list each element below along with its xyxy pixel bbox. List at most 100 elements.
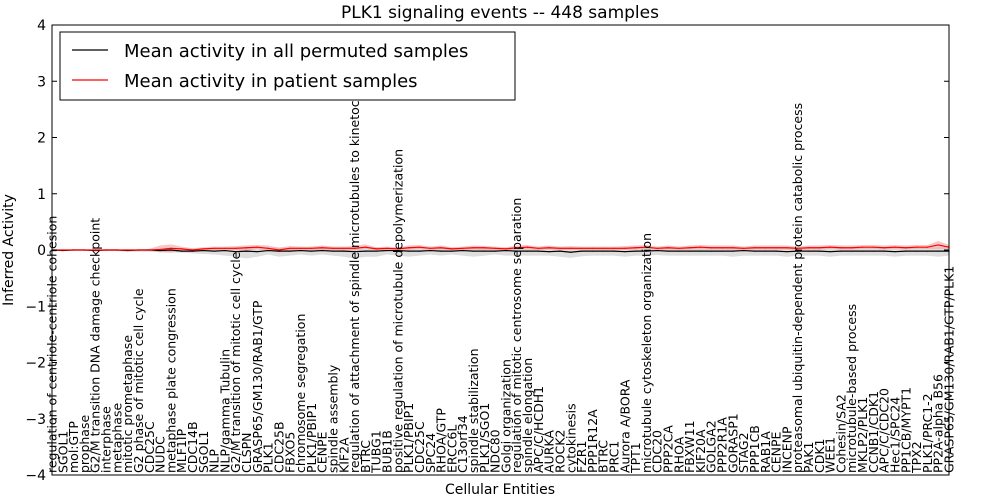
data-point-patient bbox=[310, 247, 312, 249]
data-point-patient bbox=[159, 248, 161, 251]
data-point-patient bbox=[699, 246, 702, 248]
data-point-patient bbox=[591, 247, 593, 249]
x-tick-label: RHOA bbox=[671, 436, 686, 473]
data-point-patient bbox=[440, 247, 442, 249]
data-point-patient bbox=[429, 247, 431, 249]
series-line-patient bbox=[52, 244, 950, 251]
data-point-patient bbox=[894, 246, 896, 248]
x-tick-label: positive regulation of microtubule depol… bbox=[390, 149, 405, 473]
x-tick-label: mitotic prometaphase bbox=[120, 335, 135, 473]
data-point-permuted bbox=[408, 250, 410, 252]
data-point-permuted bbox=[786, 251, 788, 253]
category-labels: regulation of centriole-centriole cohesi… bbox=[45, 72, 957, 474]
data-point-patient bbox=[570, 247, 572, 249]
x-tick-label: regulation of mitotic centrosome separat… bbox=[509, 198, 524, 473]
data-point-patient bbox=[472, 247, 475, 249]
data-point-patient bbox=[364, 246, 367, 248]
x-tick-label: CENPE bbox=[315, 431, 330, 473]
data-point-patient bbox=[354, 247, 356, 249]
x-tick-label: FBXO5 bbox=[282, 432, 297, 473]
data-point-permuted bbox=[764, 250, 766, 252]
x-tick-label: PRC1 bbox=[606, 441, 621, 473]
x-tick-label: CDC25C bbox=[412, 421, 427, 473]
x-tick-label: cytokinesis bbox=[563, 403, 578, 473]
data-point-patient bbox=[483, 247, 485, 249]
x-tick-label: BTRC bbox=[596, 440, 611, 473]
data-point-permuted bbox=[429, 249, 431, 252]
data-point-patient bbox=[386, 247, 388, 249]
data-point-patient bbox=[937, 244, 939, 246]
data-point-permuted bbox=[559, 250, 561, 252]
x-tick-label: C13orf34 bbox=[455, 415, 470, 473]
x-tick-label: G2 phase of mitotic cell cycle bbox=[131, 288, 146, 473]
x-tick-label: NLP bbox=[207, 449, 222, 473]
x-tick-label: ROCK2 bbox=[552, 430, 567, 473]
data-point-patient bbox=[202, 248, 204, 250]
x-tick-label: G2/M transition of mitotic cell cycle bbox=[228, 251, 243, 473]
x-tick-label: prophase bbox=[77, 415, 92, 473]
data-point-patient bbox=[256, 246, 258, 248]
data-point-patient bbox=[105, 249, 107, 251]
x-tick-label: PLK1/PRC1-2 bbox=[920, 393, 935, 473]
data-point-permuted bbox=[829, 251, 831, 253]
y-tick-label: −2 bbox=[25, 356, 46, 372]
legend-label-patient: Mean activity in patient samples bbox=[124, 71, 418, 92]
x-tick-label: metaphase bbox=[109, 403, 124, 473]
x-tick-label: microtubule cytoskeleton organization bbox=[639, 233, 654, 473]
data-point-permuted bbox=[883, 250, 885, 252]
data-point-permuted bbox=[191, 250, 194, 252]
legend: Mean activity in all permuted samples Me… bbox=[59, 31, 516, 101]
data-point-permuted bbox=[310, 250, 312, 252]
x-tick-label: FZR1 bbox=[574, 441, 589, 473]
data-point-permuted bbox=[732, 250, 734, 252]
data-point-permuted bbox=[937, 250, 939, 252]
data-point-permuted bbox=[299, 249, 302, 252]
x-tick-label: TUBG1 bbox=[369, 430, 384, 474]
x-tick-label: APC/C/CDC20 bbox=[877, 388, 892, 473]
data-point-permuted bbox=[267, 249, 269, 252]
data-point-patient bbox=[73, 249, 75, 251]
data-point-patient bbox=[861, 246, 864, 248]
x-tick-label: G2/M transition DNA damage checkpoint bbox=[88, 218, 103, 473]
data-point-permuted bbox=[181, 250, 183, 252]
x-tick-label: PLK1/PBIP1 bbox=[401, 403, 416, 473]
y-tick-label: −1 bbox=[25, 299, 46, 315]
data-point-patient bbox=[905, 247, 907, 249]
x-tick-label: CDK1 bbox=[812, 438, 827, 473]
data-point-permuted bbox=[235, 251, 237, 253]
data-point-patient bbox=[786, 247, 788, 249]
data-point-patient bbox=[807, 247, 810, 249]
x-tick-label: Hec1/SPC24 bbox=[887, 397, 902, 473]
y-tick-label: 0 bbox=[37, 243, 46, 259]
x-tick-label: CDC14B bbox=[185, 421, 200, 473]
data-point-patient bbox=[678, 247, 680, 249]
data-point-patient bbox=[235, 247, 237, 249]
y-tick-label: −3 bbox=[25, 412, 46, 428]
x-tick-label: regulation of attachment of spindle micr… bbox=[347, 72, 362, 473]
data-point-patient bbox=[764, 247, 766, 249]
data-point-permuted bbox=[915, 250, 918, 252]
data-point-permuted bbox=[743, 249, 745, 252]
data-point-permuted bbox=[580, 250, 583, 252]
x-tick-label: GRASP65/GM130/RAB1/GTP bbox=[250, 300, 265, 473]
series-lines bbox=[51, 244, 950, 253]
data-point-permuted bbox=[645, 250, 648, 252]
data-point-patient bbox=[137, 249, 140, 251]
data-point-permuted bbox=[689, 250, 691, 252]
x-tick-label: mol:GTP bbox=[66, 421, 81, 473]
data-point-permuted bbox=[343, 250, 345, 252]
data-point-patient bbox=[548, 247, 550, 249]
data-point-permuted bbox=[364, 250, 367, 252]
data-point-patient bbox=[753, 247, 756, 249]
data-point-patient bbox=[83, 249, 86, 251]
data-point-permuted bbox=[462, 249, 464, 252]
x-tick-label: RHOA/GTP bbox=[434, 408, 449, 473]
data-point-permuted bbox=[570, 251, 572, 253]
data-point-permuted bbox=[602, 250, 604, 252]
data-point-patient bbox=[418, 246, 421, 248]
data-point-patient bbox=[883, 247, 885, 249]
y-tick-label: 3 bbox=[37, 74, 46, 90]
x-tick-label: PPP2R1A bbox=[715, 417, 730, 473]
data-point-permuted bbox=[213, 250, 215, 252]
y-tick-label: 1 bbox=[37, 187, 46, 203]
